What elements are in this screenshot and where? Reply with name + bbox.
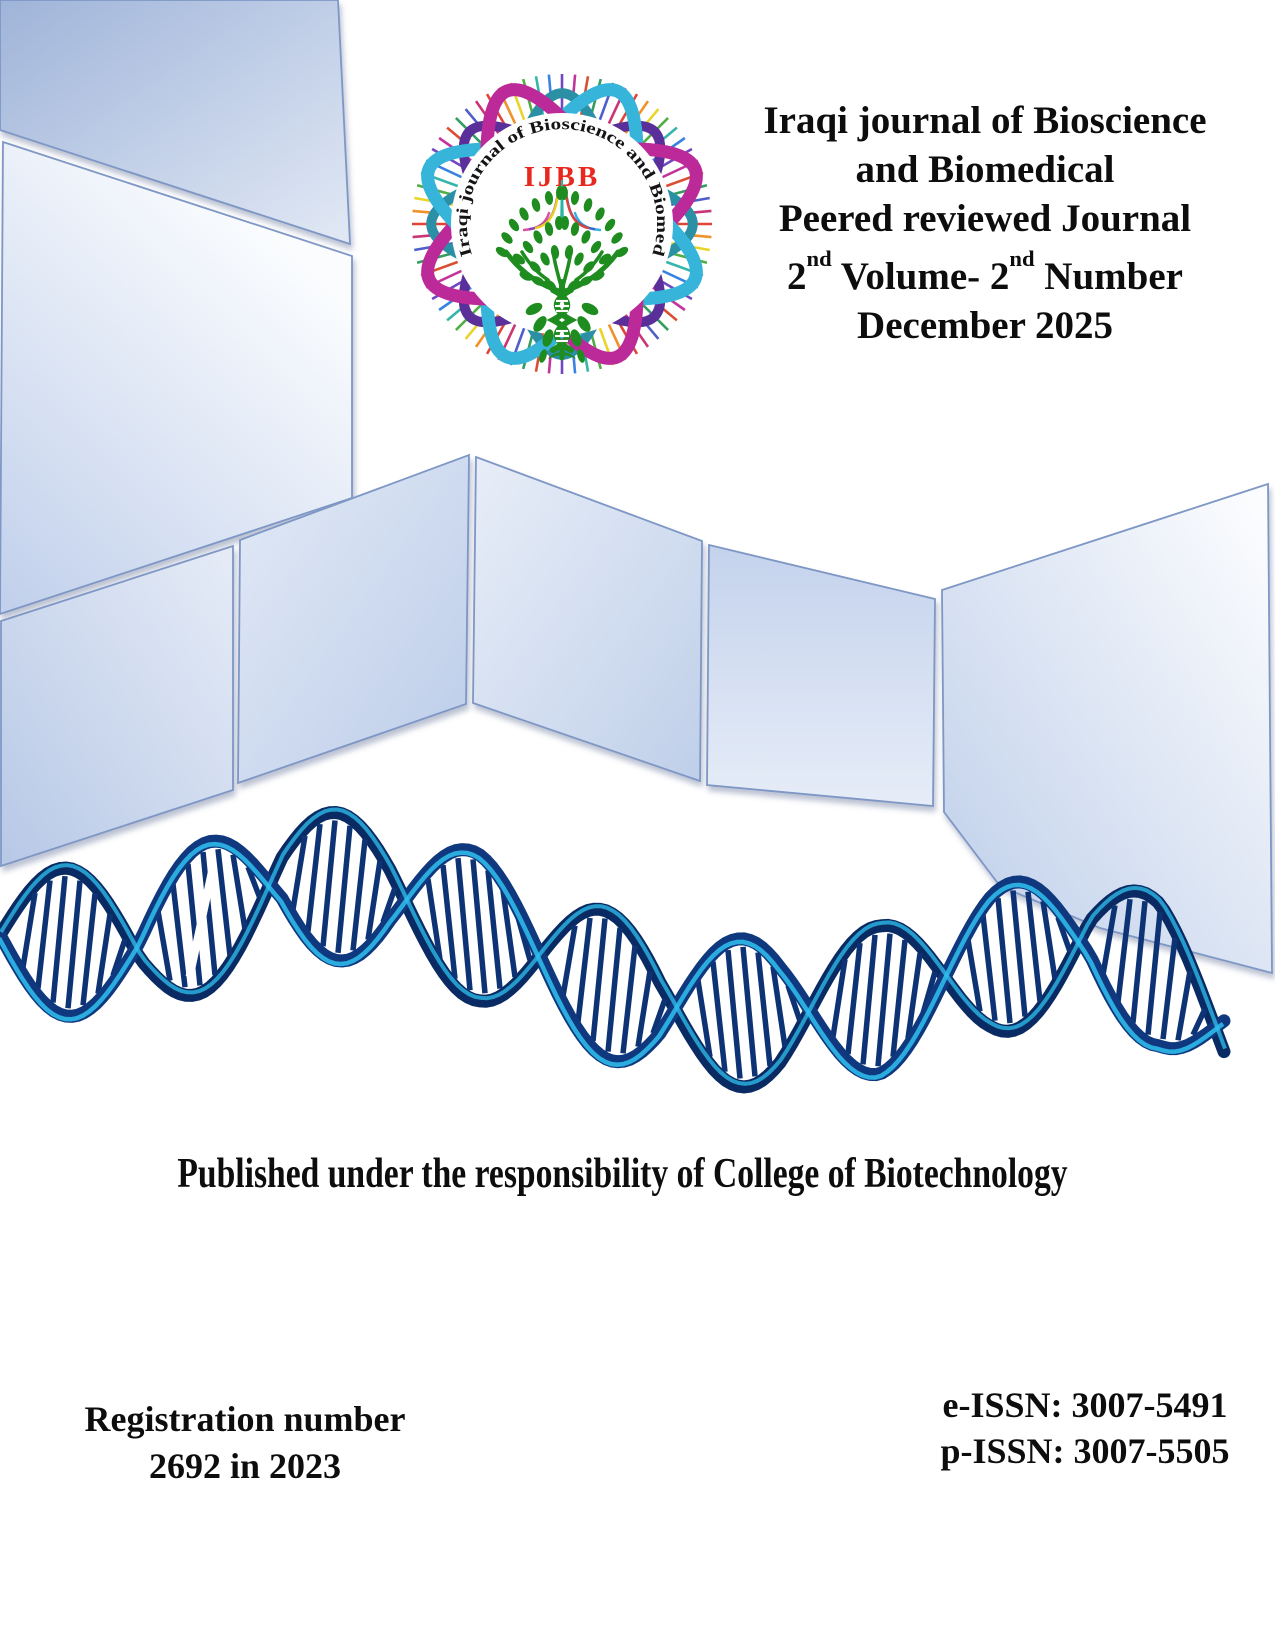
e-issn-line: e-ISSN: 3007-5491 — [942, 1385, 1228, 1425]
journal-title-block: Iraqi journal of Bioscience and Biomedic… — [705, 96, 1265, 350]
subtitle-line: Peered reviewed Journal — [778, 197, 1192, 240]
p-issn-line: p-ISSN: 3007-5505 — [940, 1431, 1230, 1471]
registration-line-2: 2692 in 2023 — [148, 1446, 342, 1486]
issn-block: e-ISSN: 3007-5491 p-ISSN: 3007-5505 — [890, 1382, 1275, 1474]
issue-date-line: December 2025 — [857, 304, 1113, 347]
registration-line-1: Registration number — [84, 1399, 406, 1439]
title-line-1: Iraqi journal of Bioscience — [763, 99, 1207, 142]
panel-top-left — [0, 0, 351, 246]
panel-right-large — [941, 482, 1273, 975]
panel-mid-center — [472, 455, 703, 783]
title-line-2: and Biomedical — [855, 148, 1115, 191]
panel-mid-left — [0, 544, 234, 868]
registration-block: Registration number 2692 in 2023 — [45, 1396, 445, 1490]
panel-mid-center-left — [237, 453, 470, 785]
panel-left-large — [0, 140, 353, 615]
panel-mid-center-right — [706, 543, 936, 807]
volume-number-line: 2nd Volume- 2nd Number — [787, 245, 1183, 299]
dna-tree-icon — [495, 186, 629, 363]
publisher-note: Published under the responsibility of Co… — [177, 1151, 1068, 1197]
journal-logo: Iraqi journal of Bioscience and Biomedic… — [397, 47, 722, 392]
